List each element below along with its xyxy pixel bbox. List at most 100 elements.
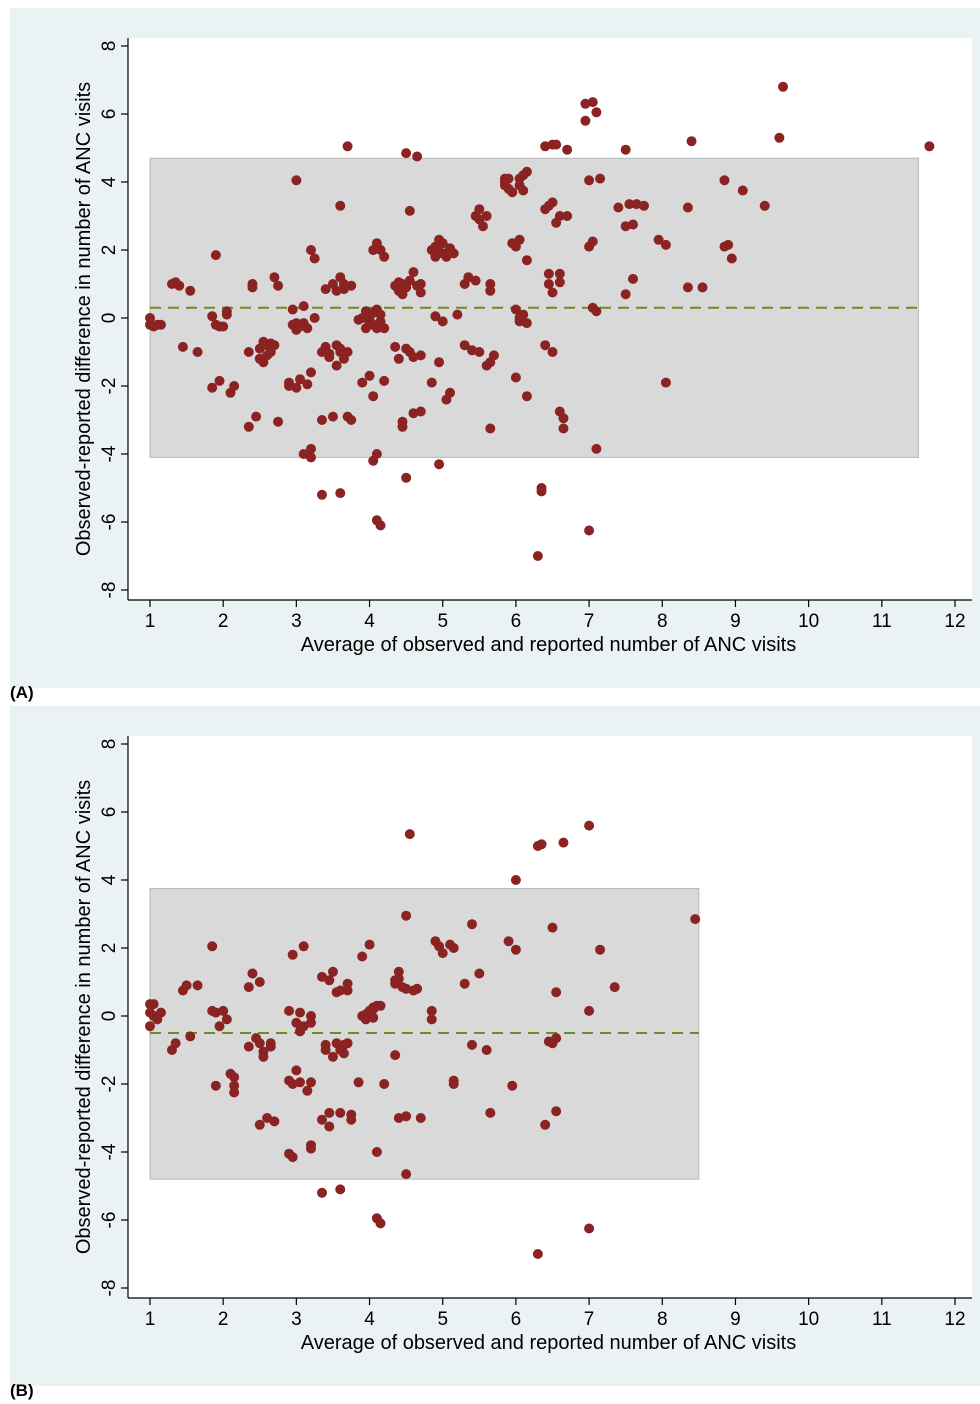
panel-label-a: (A)	[10, 683, 34, 702]
data-point	[295, 1077, 306, 1088]
data-point	[181, 980, 192, 991]
data-point	[682, 202, 693, 213]
data-point	[218, 1005, 229, 1016]
x-tick-label: 1	[145, 611, 156, 632]
data-point	[309, 253, 320, 264]
data-point	[514, 234, 525, 245]
data-point	[507, 187, 518, 198]
data-point	[521, 318, 532, 329]
data-point	[620, 289, 631, 300]
data-point	[342, 347, 353, 357]
data-point	[591, 306, 602, 317]
data-point	[485, 423, 496, 434]
y-tick-label: 8	[99, 739, 120, 750]
data-point	[342, 141, 353, 152]
y-axis-title: Observed-reported difference in number o…	[73, 780, 95, 1254]
data-point	[397, 421, 408, 432]
data-point	[551, 1033, 562, 1044]
data-point	[426, 1005, 437, 1016]
data-point	[558, 423, 569, 434]
data-point	[467, 919, 477, 930]
data-point	[591, 443, 602, 454]
data-point	[415, 1113, 426, 1123]
data-point	[584, 525, 595, 536]
data-point	[532, 1249, 543, 1259]
data-point	[404, 205, 415, 216]
data-point	[488, 350, 499, 361]
data-point	[638, 200, 649, 211]
data-point	[521, 391, 532, 402]
data-point	[660, 239, 671, 250]
data-point	[273, 280, 284, 291]
data-point	[587, 236, 598, 247]
data-point	[221, 1014, 232, 1025]
data-point	[412, 983, 423, 994]
data-point	[518, 185, 529, 196]
data-point	[210, 1080, 221, 1091]
x-axis-title: Average of observed and reported number …	[301, 634, 796, 656]
x-tick-label: 6	[511, 1309, 522, 1330]
data-point	[591, 107, 602, 118]
data-point	[536, 839, 547, 850]
data-point	[145, 1021, 155, 1032]
data-point	[580, 115, 591, 126]
data-point	[287, 304, 298, 315]
data-point	[924, 141, 935, 152]
data-point	[338, 1048, 349, 1059]
data-point	[547, 197, 558, 208]
data-point	[584, 820, 595, 831]
data-point	[412, 151, 423, 162]
data-point	[229, 1087, 240, 1098]
data-point	[547, 347, 558, 357]
data-point	[554, 211, 565, 221]
data-point	[368, 391, 379, 402]
data-point	[368, 1012, 379, 1023]
data-point	[521, 166, 532, 177]
panel-label-b: (B)	[10, 1381, 34, 1400]
data-point	[221, 306, 232, 317]
data-point	[306, 1077, 316, 1088]
data-point	[247, 968, 258, 979]
data-point	[778, 81, 789, 92]
data-point	[316, 1114, 327, 1125]
data-point	[192, 980, 203, 991]
data-point	[210, 250, 221, 261]
data-point	[379, 251, 390, 262]
data-point	[584, 175, 595, 186]
bland-altman-plot-b: 1 2 3 4 5 6 7 8 9 10 11 12 -8 -6 -4 -2 0 2 4 6 8 Average of o…	[10, 706, 980, 1386]
data-point	[551, 987, 562, 998]
data-point	[243, 1041, 254, 1052]
y-tick-label: 4	[99, 176, 120, 187]
x-tick-label: 10	[798, 1309, 819, 1330]
data-point	[254, 1038, 265, 1049]
data-point	[401, 1169, 412, 1180]
data-point	[229, 381, 240, 391]
data-point	[481, 1045, 492, 1055]
data-point	[306, 1017, 316, 1028]
data-point	[595, 173, 606, 184]
data-point	[448, 248, 459, 259]
data-point	[452, 309, 463, 320]
data-point	[145, 313, 155, 323]
data-point	[375, 1218, 386, 1229]
bland-altman-plot-a: 1 2 3 4 5 6 7 8 9 10 11 12 -8 -6 -4 -2 0 2 4 6 8 Average of o…	[10, 8, 980, 688]
data-point	[375, 520, 386, 531]
data-point	[375, 1000, 386, 1011]
data-point	[379, 1079, 390, 1089]
data-point	[302, 379, 313, 390]
data-point	[192, 347, 203, 357]
data-point	[214, 1021, 225, 1032]
data-point	[584, 1223, 595, 1234]
data-point	[415, 287, 426, 298]
data-point	[697, 282, 708, 293]
y-tick-label: 6	[99, 807, 120, 818]
data-point	[415, 279, 426, 289]
data-point	[364, 939, 375, 950]
data-point	[269, 1116, 280, 1127]
data-point	[302, 1085, 313, 1096]
data-point	[415, 406, 426, 417]
x-tick-label: 6	[511, 611, 522, 632]
data-point	[342, 1038, 353, 1049]
data-point	[393, 973, 404, 984]
